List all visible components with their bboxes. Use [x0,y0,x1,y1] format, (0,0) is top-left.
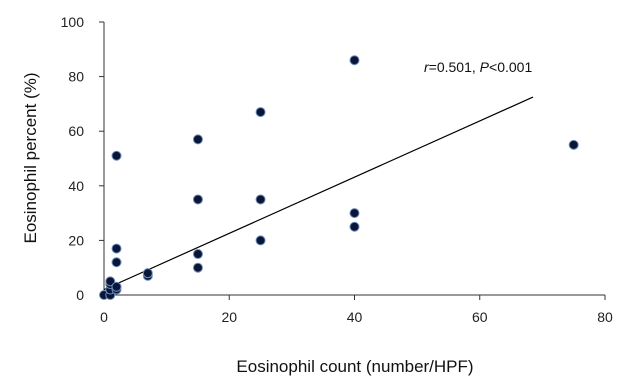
y-tick-label: 80 [68,69,84,85]
data-point [111,281,122,292]
p-value: <0.001 [489,59,532,75]
data-point [192,134,203,145]
x-ticks: 0 20 40 60 80 [100,295,613,325]
y-tick-label: 40 [68,178,84,194]
x-tick-label: 0 [100,309,108,325]
x-tick-label: 60 [472,309,488,325]
data-point [349,221,360,232]
y-axis-label: Eosinophil percent (%) [21,72,40,243]
x-tick-label: 20 [221,309,237,325]
p-symbol: P [480,59,490,75]
data-point [568,139,579,150]
data-point [142,268,153,279]
data-point [192,262,203,273]
points-group [99,55,579,300]
y-tick-label: 20 [68,232,84,248]
r-symbol: r [424,59,430,75]
data-point [111,243,122,254]
y-ticks: 0 20 40 60 80 100 [61,14,104,303]
x-tick-label: 80 [597,309,613,325]
correlation-annotation: r=0.501, P<0.001 [424,59,532,75]
trendline-group [103,96,534,291]
data-point [349,208,360,219]
data-point [105,276,116,287]
x-tick-label: 40 [347,309,363,325]
r-value: =0.501, [429,59,480,75]
data-point [255,235,266,246]
data-point [255,194,266,205]
y-tick-label: 60 [68,123,84,139]
data-point [349,55,360,66]
data-point [192,249,203,260]
regression-line [103,96,534,291]
data-point [111,257,122,268]
x-axis-label: Eosinophil count (number/HPF) [236,357,473,376]
data-point [111,150,122,161]
y-tick-label: 100 [61,14,85,30]
y-tick-label: 0 [76,287,84,303]
data-point [255,107,266,118]
data-point [192,194,203,205]
